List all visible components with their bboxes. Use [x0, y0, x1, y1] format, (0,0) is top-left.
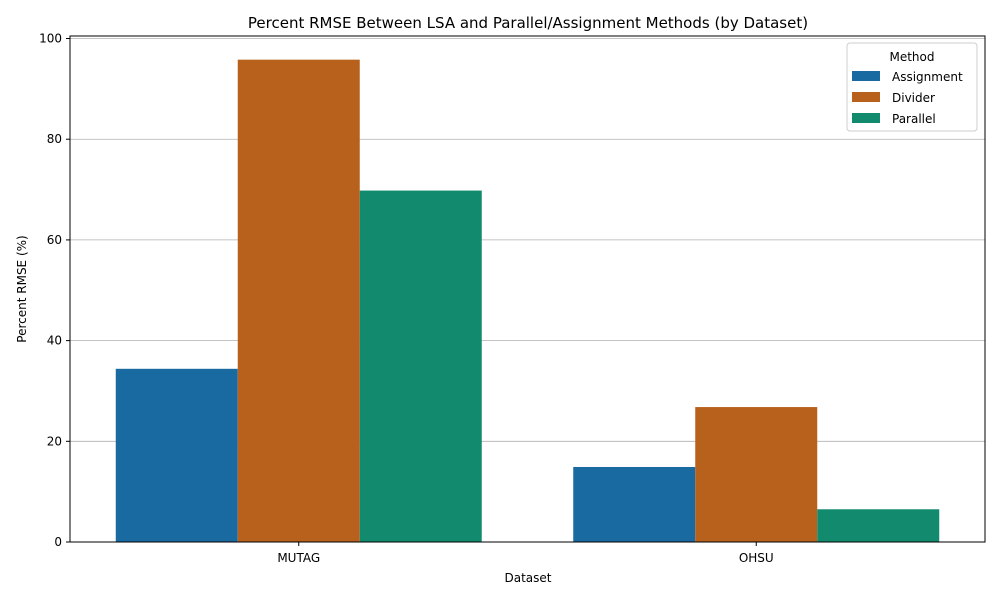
legend-entry: Assignment [892, 70, 963, 84]
x-axis-label: Dataset [505, 571, 552, 585]
y-tick-label: 40 [47, 334, 62, 348]
y-axis-ticks: 0 20 40 60 80 100 [39, 32, 70, 549]
plot-frame [69, 35, 986, 543]
x-tick-label: MUTAG [277, 551, 320, 565]
bar-assignment-mutag [115, 368, 238, 542]
legend-title: Method [889, 50, 934, 64]
bar-divider-ohsu [695, 407, 818, 542]
legend-swatch [852, 92, 880, 102]
y-tick-label: 80 [47, 132, 62, 146]
y-tick-label: 20 [47, 434, 62, 448]
y-tick-label: 60 [47, 233, 62, 247]
x-tick-label: OHSU [739, 551, 774, 565]
bar-parallel-ohsu [817, 509, 940, 542]
legend-entry: Divider [892, 91, 935, 105]
bar-parallel-mutag [359, 190, 482, 542]
y-tick-label: 100 [39, 32, 62, 46]
y-tick-label: 0 [54, 535, 62, 549]
bar-assignment-ohsu [573, 466, 696, 542]
bars [115, 59, 940, 542]
chart-title: Percent RMSE Between LSA and Parallel/As… [248, 14, 808, 32]
bar-divider-mutag [237, 59, 360, 542]
legend-entry: Parallel [892, 112, 936, 126]
grid-lines [70, 38, 985, 442]
legend: Method Assignment Divider Parallel [846, 42, 978, 132]
legend-swatch [852, 71, 880, 81]
legend-box [846, 42, 978, 132]
x-axis-ticks: MUTAG OHSU [277, 542, 774, 565]
y-axis-label: Percent RMSE (%) [15, 235, 29, 342]
legend-swatch [852, 113, 880, 123]
